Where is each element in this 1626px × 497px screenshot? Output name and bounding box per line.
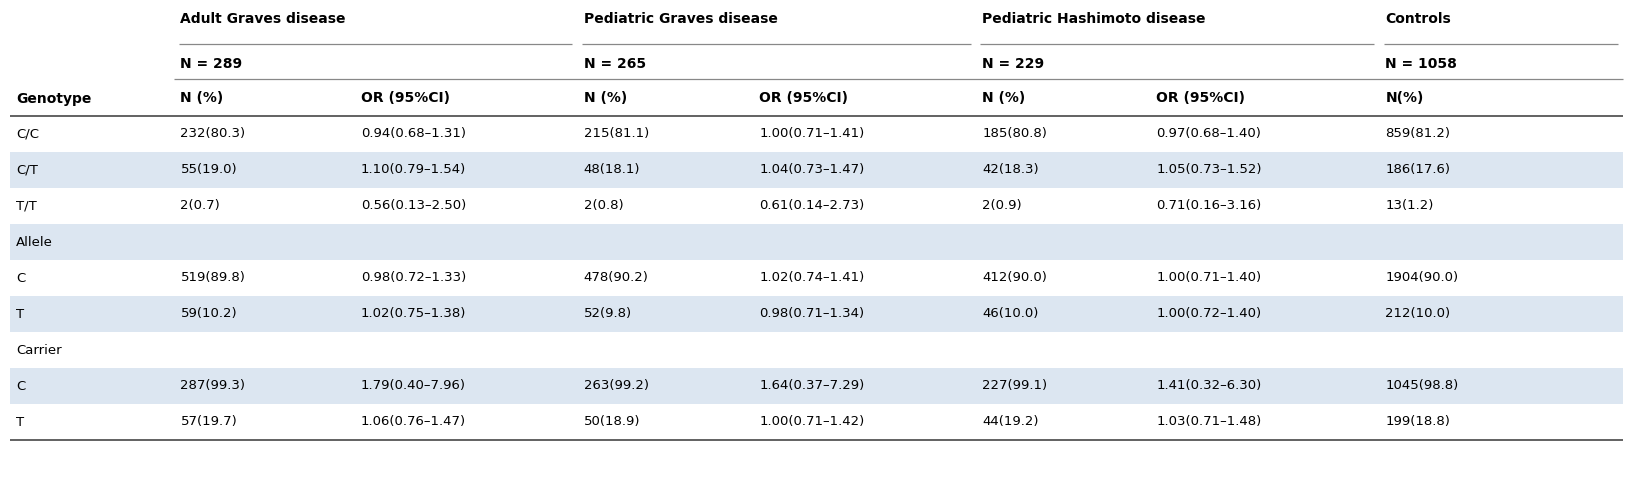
Text: 52(9.8): 52(9.8) [584, 308, 633, 321]
Text: 1.64(0.37–7.29): 1.64(0.37–7.29) [759, 380, 865, 393]
Text: 0.71(0.16–3.16): 0.71(0.16–3.16) [1156, 199, 1262, 213]
Text: 199(18.8): 199(18.8) [1385, 415, 1450, 428]
Text: 42(18.3): 42(18.3) [982, 164, 1039, 176]
Text: 59(10.2): 59(10.2) [180, 308, 237, 321]
Text: 13(1.2): 13(1.2) [1385, 199, 1434, 213]
Text: 186(17.6): 186(17.6) [1385, 164, 1450, 176]
Text: OR (95%CI): OR (95%CI) [759, 91, 849, 105]
Text: 232(80.3): 232(80.3) [180, 128, 246, 141]
Text: 50(18.9): 50(18.9) [584, 415, 641, 428]
Bar [10, 116, 1623, 152]
Text: C/C: C/C [16, 128, 39, 141]
Text: 0.98(0.71–1.34): 0.98(0.71–1.34) [759, 308, 865, 321]
Text: 1.00(0.71–1.40): 1.00(0.71–1.40) [1156, 271, 1262, 284]
Text: N (%): N (%) [180, 91, 224, 105]
Text: 1.41(0.32–6.30): 1.41(0.32–6.30) [1156, 380, 1262, 393]
Text: 1045(98.8): 1045(98.8) [1385, 380, 1459, 393]
Text: N = 1058: N = 1058 [1385, 57, 1457, 71]
Text: 287(99.3): 287(99.3) [180, 380, 246, 393]
Text: C: C [16, 380, 26, 393]
Text: 1.02(0.74–1.41): 1.02(0.74–1.41) [759, 271, 865, 284]
Text: 1.02(0.75–1.38): 1.02(0.75–1.38) [361, 308, 467, 321]
Text: Controls: Controls [1385, 12, 1450, 26]
Text: 1.05(0.73–1.52): 1.05(0.73–1.52) [1156, 164, 1262, 176]
Text: 1.79(0.40–7.96): 1.79(0.40–7.96) [361, 380, 467, 393]
Text: 859(81.2): 859(81.2) [1385, 128, 1450, 141]
Text: Adult Graves disease: Adult Graves disease [180, 12, 346, 26]
Text: 263(99.2): 263(99.2) [584, 380, 649, 393]
Text: T: T [16, 415, 24, 428]
Text: Pediatric Graves disease: Pediatric Graves disease [584, 12, 777, 26]
Text: N(%): N(%) [1385, 91, 1424, 105]
Bar [10, 224, 1623, 260]
Text: 478(90.2): 478(90.2) [584, 271, 649, 284]
Text: 2(0.8): 2(0.8) [584, 199, 623, 213]
Text: 55(19.0): 55(19.0) [180, 164, 237, 176]
Text: 48(18.1): 48(18.1) [584, 164, 641, 176]
Text: 215(81.1): 215(81.1) [584, 128, 649, 141]
Text: 46(10.0): 46(10.0) [982, 308, 1039, 321]
Text: N = 289: N = 289 [180, 57, 242, 71]
Text: 1.00(0.71–1.42): 1.00(0.71–1.42) [759, 415, 865, 428]
Text: 519(89.8): 519(89.8) [180, 271, 246, 284]
Bar [10, 152, 1623, 188]
Text: OR (95%CI): OR (95%CI) [1156, 91, 1246, 105]
Text: 0.56(0.13–2.50): 0.56(0.13–2.50) [361, 199, 467, 213]
Text: 185(80.8): 185(80.8) [982, 128, 1047, 141]
Text: 1.03(0.71–1.48): 1.03(0.71–1.48) [1156, 415, 1262, 428]
Text: 0.94(0.68–1.31): 0.94(0.68–1.31) [361, 128, 467, 141]
Text: 2(0.7): 2(0.7) [180, 199, 220, 213]
Bar [10, 368, 1623, 404]
Text: T/T: T/T [16, 199, 37, 213]
Text: T: T [16, 308, 24, 321]
Text: N (%): N (%) [982, 91, 1026, 105]
Text: 412(90.0): 412(90.0) [982, 271, 1047, 284]
Text: 1904(90.0): 1904(90.0) [1385, 271, 1459, 284]
Text: 57(19.7): 57(19.7) [180, 415, 237, 428]
Text: 1.00(0.71–1.41): 1.00(0.71–1.41) [759, 128, 865, 141]
Text: 1.06(0.76–1.47): 1.06(0.76–1.47) [361, 415, 467, 428]
Text: C: C [16, 271, 26, 284]
Text: N (%): N (%) [584, 91, 628, 105]
Bar [10, 260, 1623, 296]
Text: 212(10.0): 212(10.0) [1385, 308, 1450, 321]
Bar [10, 188, 1623, 224]
Text: 227(99.1): 227(99.1) [982, 380, 1047, 393]
Bar [10, 404, 1623, 440]
Text: 1.10(0.79–1.54): 1.10(0.79–1.54) [361, 164, 467, 176]
Text: Carrier: Carrier [16, 343, 62, 356]
Text: 1.04(0.73–1.47): 1.04(0.73–1.47) [759, 164, 865, 176]
Text: 0.61(0.14–2.73): 0.61(0.14–2.73) [759, 199, 865, 213]
Text: N = 265: N = 265 [584, 57, 646, 71]
Text: 2(0.9): 2(0.9) [982, 199, 1021, 213]
Text: N = 229: N = 229 [982, 57, 1044, 71]
Text: OR (95%CI): OR (95%CI) [361, 91, 450, 105]
Text: Pediatric Hashimoto disease: Pediatric Hashimoto disease [982, 12, 1205, 26]
Text: Allele: Allele [16, 236, 54, 248]
Text: C/T: C/T [16, 164, 37, 176]
Text: Genotype: Genotype [16, 91, 91, 105]
Text: 0.97(0.68–1.40): 0.97(0.68–1.40) [1156, 128, 1260, 141]
Bar [10, 296, 1623, 332]
Text: 1.00(0.72–1.40): 1.00(0.72–1.40) [1156, 308, 1262, 321]
Text: 0.98(0.72–1.33): 0.98(0.72–1.33) [361, 271, 467, 284]
Text: 44(19.2): 44(19.2) [982, 415, 1039, 428]
Bar [10, 332, 1623, 368]
